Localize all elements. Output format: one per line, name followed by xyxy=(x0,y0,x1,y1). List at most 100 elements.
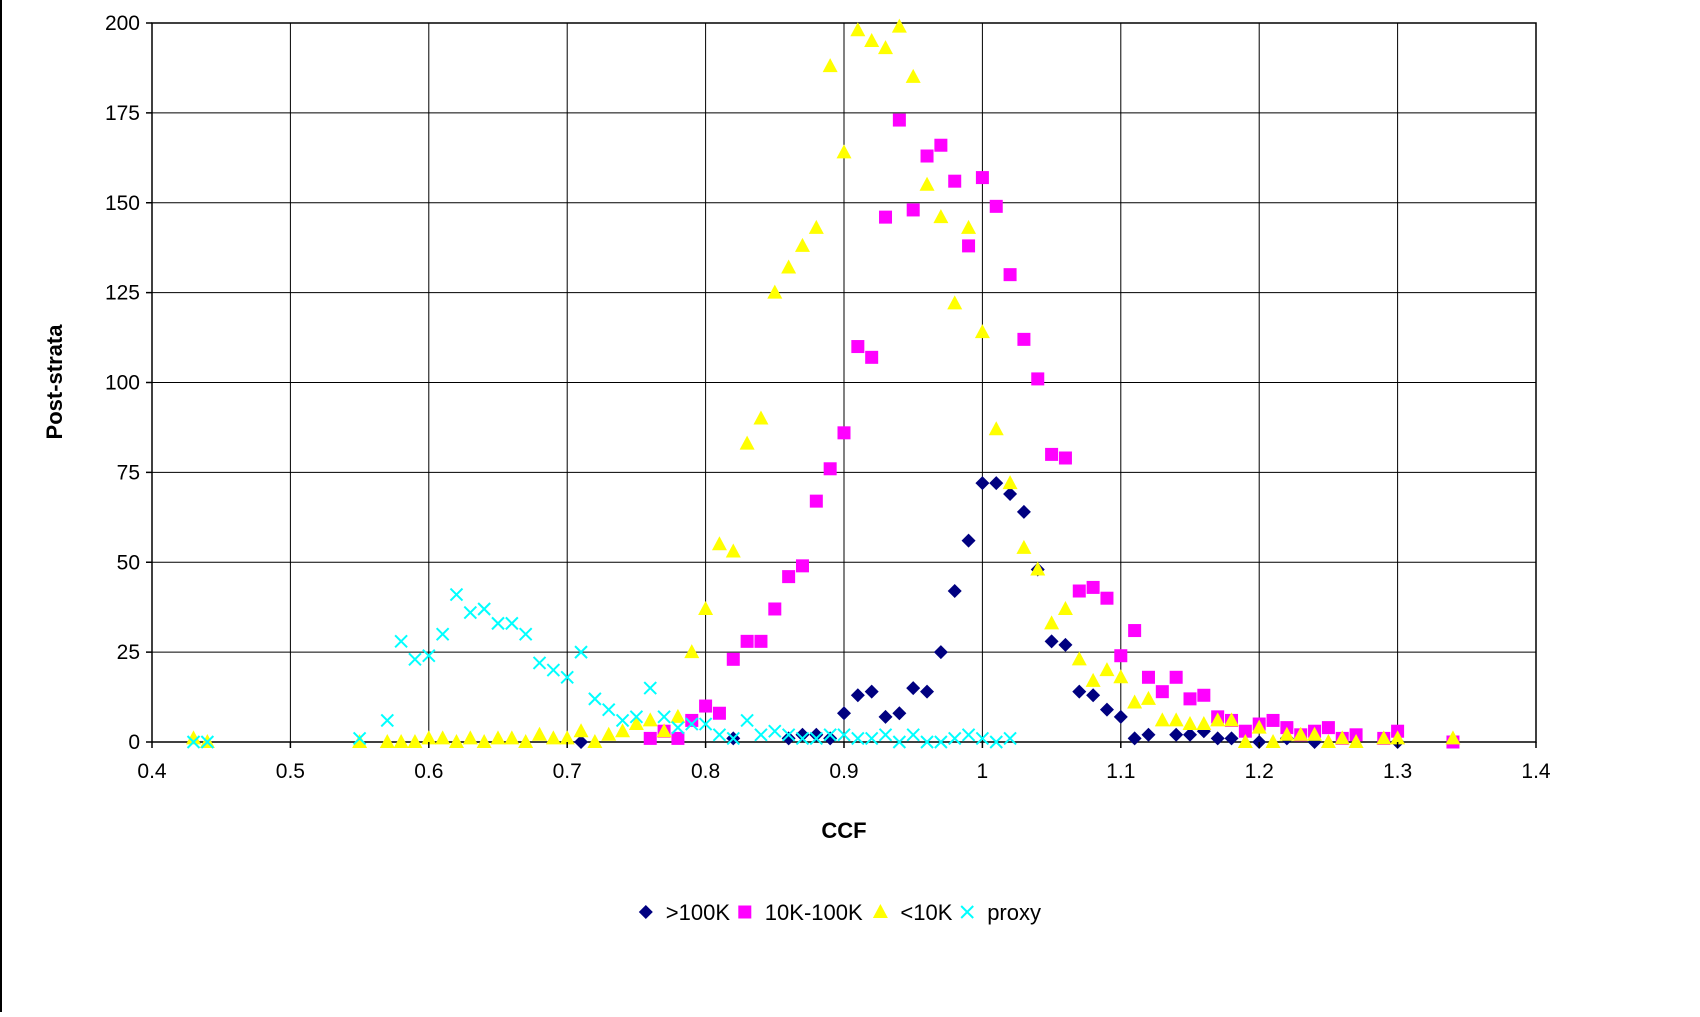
square-point xyxy=(1114,649,1128,663)
diamond-point xyxy=(1003,486,1018,501)
square-point xyxy=(740,634,754,648)
triangle-point xyxy=(1279,726,1295,741)
x-point xyxy=(505,616,519,631)
y-tick-label: 75 xyxy=(117,461,140,484)
triangle-point xyxy=(1251,719,1267,734)
diamond-point xyxy=(864,684,879,699)
square-point xyxy=(934,138,948,152)
triangle-point xyxy=(421,730,437,745)
triangle-point xyxy=(462,730,478,745)
x-point xyxy=(975,731,990,746)
x-point xyxy=(781,728,796,742)
diamond-point xyxy=(1127,731,1142,746)
triangle-point xyxy=(476,734,492,748)
triangle-point xyxy=(1154,712,1170,727)
triangle-point xyxy=(504,730,520,745)
triangle-point xyxy=(933,209,949,224)
triangle-point xyxy=(532,726,548,741)
triangle-point xyxy=(1071,651,1087,666)
x-point xyxy=(768,724,782,738)
diamond-point xyxy=(1044,634,1059,649)
triangle-point xyxy=(545,730,561,745)
y-axis-title: Post-strata xyxy=(42,324,67,440)
square-point xyxy=(1045,447,1059,461)
diamond-point xyxy=(1141,727,1156,742)
square-point xyxy=(1321,721,1335,735)
diamond-point xyxy=(1072,684,1087,699)
x-point xyxy=(394,634,408,649)
triangle-point xyxy=(490,730,506,745)
diamond-point xyxy=(781,731,796,746)
diamond-point xyxy=(947,584,962,599)
x-point xyxy=(740,713,754,728)
triangle-point xyxy=(1099,662,1115,677)
triangle-point xyxy=(1127,694,1143,709)
triangle-point xyxy=(656,723,672,738)
diamond-point xyxy=(961,533,976,548)
y-tick-label: 100 xyxy=(105,372,140,395)
square-point xyxy=(685,713,699,727)
diamond-point xyxy=(837,706,851,721)
triangle-point xyxy=(1210,712,1226,727)
triangle-point xyxy=(601,726,617,741)
y-tick-label: 0 xyxy=(128,731,140,754)
y-tick-label: 50 xyxy=(117,551,140,574)
square-point xyxy=(1072,584,1086,598)
triangle-point xyxy=(781,259,797,274)
diamond-point xyxy=(975,476,990,491)
triangle-point xyxy=(878,40,894,55)
diamond-point xyxy=(823,731,838,746)
triangle-point xyxy=(1085,672,1101,687)
y-tick-label: 25 xyxy=(117,641,140,664)
triangle-point xyxy=(1390,730,1406,745)
diamond-point xyxy=(933,645,948,660)
data-points xyxy=(186,18,1461,749)
triangle-point xyxy=(1002,475,1018,490)
triangle-point xyxy=(1320,734,1336,748)
x-point xyxy=(560,670,574,684)
y-tick-label: 125 xyxy=(105,282,140,305)
square-point xyxy=(1017,332,1031,346)
x-tick-label: 1 xyxy=(977,760,989,783)
x-point xyxy=(878,728,893,742)
square-point xyxy=(726,652,740,666)
triangle-point xyxy=(1307,726,1323,741)
x-tick-label: 0.8 xyxy=(691,760,720,783)
diamond-point xyxy=(795,727,810,742)
square-point xyxy=(948,174,962,188)
diamond-point xyxy=(850,688,865,703)
triangle-point xyxy=(725,543,741,558)
x-point xyxy=(352,731,367,746)
square-point xyxy=(1100,591,1114,605)
x-point xyxy=(643,681,657,695)
legend-marker-diamond xyxy=(638,905,653,919)
triangle-point xyxy=(767,284,783,299)
square-point xyxy=(1197,688,1211,702)
x-point xyxy=(712,728,727,742)
triangle-point xyxy=(407,734,423,748)
triangle-point xyxy=(559,730,575,745)
x-point xyxy=(920,735,934,749)
triangle-point xyxy=(1140,690,1156,705)
x-point xyxy=(588,692,602,706)
triangle-point xyxy=(1376,730,1392,745)
y-tick-label: 150 xyxy=(105,192,140,215)
square-point xyxy=(962,239,976,253)
legend-label: proxy xyxy=(987,900,1041,925)
triangle-point xyxy=(822,58,838,73)
x-tick-label: 0.9 xyxy=(829,760,858,783)
triangle-point xyxy=(1044,615,1060,630)
legend-marker-square xyxy=(738,905,752,919)
x-point xyxy=(961,728,976,742)
x-tick-label: 1.2 xyxy=(1245,760,1274,783)
square-point xyxy=(1141,670,1155,684)
x-tick-label: 0.5 xyxy=(276,760,305,783)
triangle-point xyxy=(1237,734,1253,748)
square-point xyxy=(809,494,823,508)
triangle-point xyxy=(1168,712,1184,727)
triangle-point xyxy=(684,644,700,659)
square-point xyxy=(879,210,893,224)
square-point xyxy=(768,602,782,616)
x-tick-label: 1.3 xyxy=(1383,760,1412,783)
